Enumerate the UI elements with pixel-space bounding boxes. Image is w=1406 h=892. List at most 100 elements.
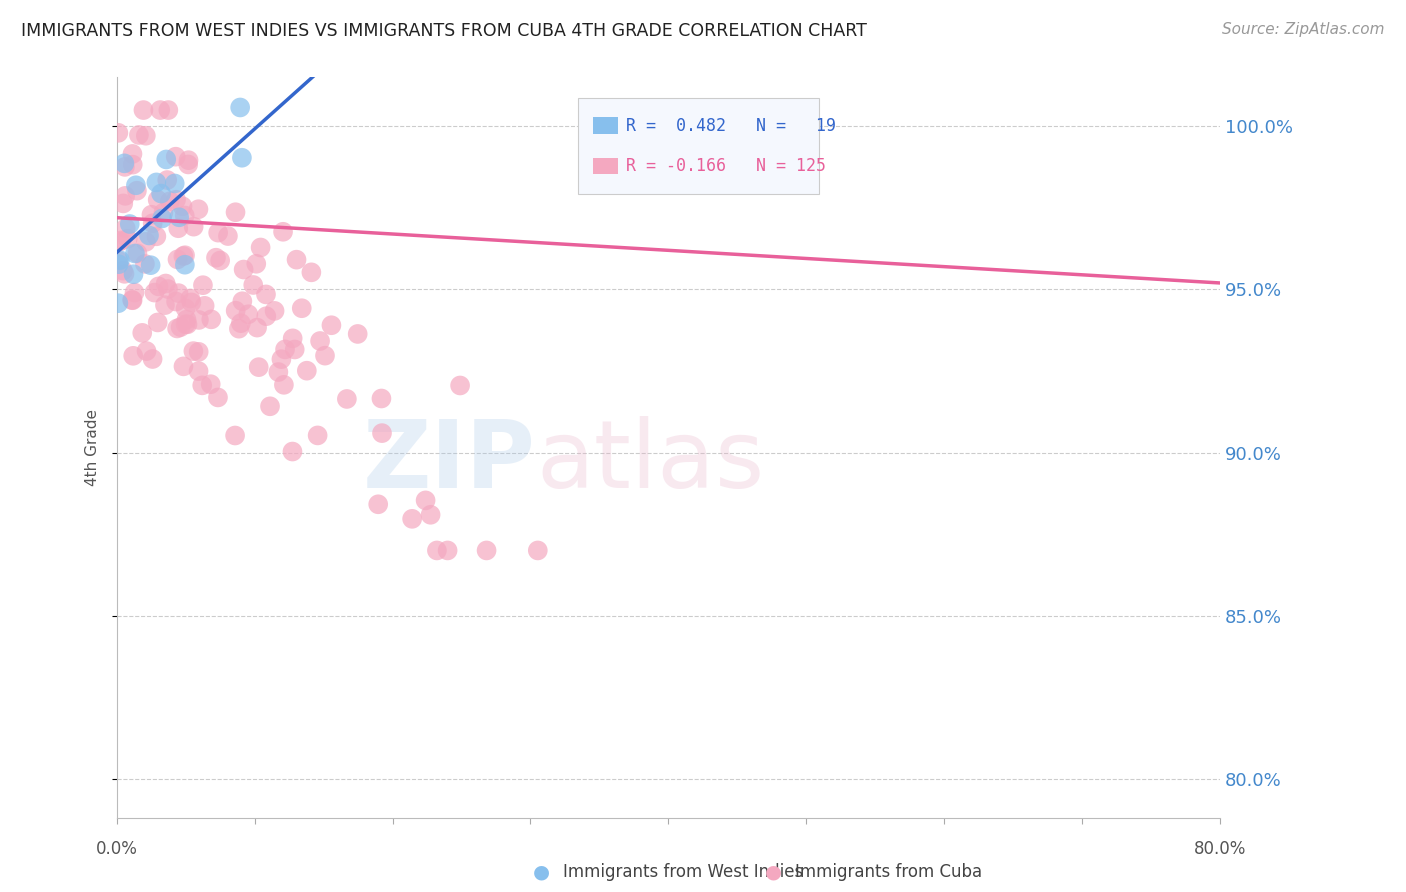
Point bbox=[176, 318, 198, 332]
Point bbox=[122, 267, 145, 281]
Point bbox=[187, 313, 209, 327]
Point bbox=[124, 285, 146, 300]
Point bbox=[142, 351, 165, 366]
Point bbox=[165, 193, 187, 207]
Point bbox=[145, 175, 167, 189]
Point bbox=[165, 294, 187, 309]
Point bbox=[166, 321, 188, 335]
Point bbox=[207, 391, 229, 405]
Point bbox=[172, 359, 194, 374]
Point bbox=[107, 257, 129, 271]
Point bbox=[346, 326, 368, 341]
Point bbox=[121, 158, 143, 172]
Point bbox=[259, 399, 281, 413]
Point bbox=[321, 318, 343, 333]
Point bbox=[187, 344, 209, 359]
Point bbox=[125, 178, 148, 193]
Point bbox=[209, 253, 232, 268]
Point bbox=[142, 216, 165, 230]
Point bbox=[125, 184, 148, 198]
Text: 80.0%: 80.0% bbox=[1194, 840, 1246, 858]
Point bbox=[121, 147, 143, 161]
Point bbox=[254, 309, 277, 323]
Text: R =  0.482   N =   19: R = 0.482 N = 19 bbox=[627, 117, 837, 135]
Point bbox=[232, 262, 254, 277]
Point bbox=[114, 189, 136, 203]
Point bbox=[307, 428, 329, 442]
Point bbox=[231, 151, 253, 165]
Point bbox=[107, 126, 129, 140]
Point bbox=[271, 225, 294, 239]
Point bbox=[145, 229, 167, 244]
Point bbox=[229, 100, 252, 114]
Point bbox=[228, 321, 250, 335]
Point bbox=[131, 326, 153, 340]
Point bbox=[177, 157, 200, 171]
Point bbox=[183, 219, 205, 234]
Point bbox=[207, 226, 229, 240]
Point bbox=[187, 202, 209, 217]
FancyBboxPatch shape bbox=[578, 98, 820, 194]
Point bbox=[118, 217, 141, 231]
Point bbox=[135, 344, 157, 359]
Point bbox=[174, 301, 197, 316]
Point bbox=[152, 205, 174, 219]
Point bbox=[281, 331, 304, 345]
Point bbox=[108, 253, 131, 268]
Point bbox=[401, 512, 423, 526]
Point bbox=[270, 352, 292, 367]
Point bbox=[247, 360, 270, 375]
Point bbox=[200, 377, 222, 392]
Text: Immigrants from Cuba: Immigrants from Cuba bbox=[794, 863, 981, 881]
Point bbox=[155, 153, 177, 167]
Point bbox=[231, 294, 253, 309]
Point bbox=[229, 316, 252, 330]
Text: ●: ● bbox=[765, 863, 782, 882]
Point bbox=[225, 205, 247, 219]
Point bbox=[150, 211, 173, 226]
Point bbox=[314, 349, 336, 363]
Point bbox=[165, 150, 187, 164]
Point bbox=[155, 277, 177, 291]
Point bbox=[156, 282, 179, 296]
Point bbox=[179, 292, 201, 306]
Point bbox=[187, 364, 209, 378]
Point bbox=[173, 209, 195, 223]
Point bbox=[146, 315, 169, 329]
Point bbox=[107, 253, 129, 268]
Point bbox=[114, 221, 136, 235]
Point bbox=[285, 252, 308, 267]
Text: 0.0%: 0.0% bbox=[96, 840, 138, 858]
Point bbox=[224, 428, 246, 442]
Point bbox=[191, 278, 214, 293]
Point bbox=[172, 249, 194, 263]
Text: ZIP: ZIP bbox=[363, 417, 536, 508]
Point bbox=[167, 211, 190, 225]
Point bbox=[157, 103, 180, 117]
Point bbox=[281, 444, 304, 458]
Point bbox=[159, 194, 181, 209]
Point bbox=[527, 543, 550, 558]
Point bbox=[146, 193, 169, 207]
Point bbox=[194, 299, 217, 313]
Point bbox=[134, 257, 156, 271]
Point bbox=[124, 246, 146, 260]
Point bbox=[148, 279, 170, 293]
Point bbox=[295, 364, 318, 378]
Point bbox=[166, 252, 188, 267]
Point bbox=[291, 301, 314, 316]
Point bbox=[180, 295, 202, 310]
Point bbox=[183, 344, 205, 359]
Point bbox=[273, 377, 295, 392]
Point bbox=[242, 277, 264, 292]
Point bbox=[112, 156, 135, 170]
Point bbox=[336, 392, 359, 406]
Point bbox=[108, 235, 131, 249]
Point bbox=[111, 263, 134, 277]
Point bbox=[284, 343, 307, 357]
Point bbox=[135, 128, 157, 143]
Point bbox=[138, 228, 160, 243]
Point bbox=[371, 426, 394, 441]
Y-axis label: 4th Grade: 4th Grade bbox=[86, 409, 100, 486]
Point bbox=[436, 543, 458, 558]
